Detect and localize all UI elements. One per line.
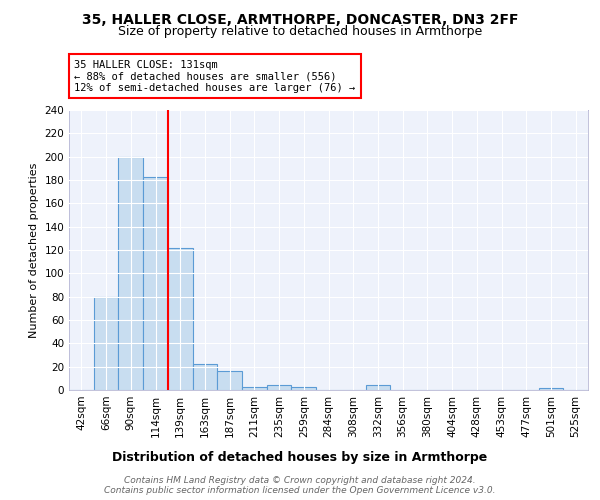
Y-axis label: Number of detached properties: Number of detached properties	[29, 162, 39, 338]
Text: Contains HM Land Registry data © Crown copyright and database right 2024.
Contai: Contains HM Land Registry data © Crown c…	[104, 476, 496, 495]
Bar	[168, 248, 193, 390]
Bar	[365, 386, 390, 390]
Text: Size of property relative to detached houses in Armthorpe: Size of property relative to detached ho…	[118, 25, 482, 38]
Bar	[242, 386, 267, 390]
Text: 35 HALLER CLOSE: 131sqm
← 88% of detached houses are smaller (556)
12% of semi-d: 35 HALLER CLOSE: 131sqm ← 88% of detache…	[74, 60, 355, 93]
Bar	[94, 296, 118, 390]
Bar	[143, 176, 168, 390]
Bar	[539, 388, 563, 390]
Bar	[267, 386, 292, 390]
Bar	[217, 372, 242, 390]
Bar	[292, 386, 316, 390]
Text: Distribution of detached houses by size in Armthorpe: Distribution of detached houses by size …	[112, 451, 488, 464]
Bar	[193, 364, 217, 390]
Text: 35, HALLER CLOSE, ARMTHORPE, DONCASTER, DN3 2FF: 35, HALLER CLOSE, ARMTHORPE, DONCASTER, …	[82, 12, 518, 26]
Bar	[118, 156, 143, 390]
